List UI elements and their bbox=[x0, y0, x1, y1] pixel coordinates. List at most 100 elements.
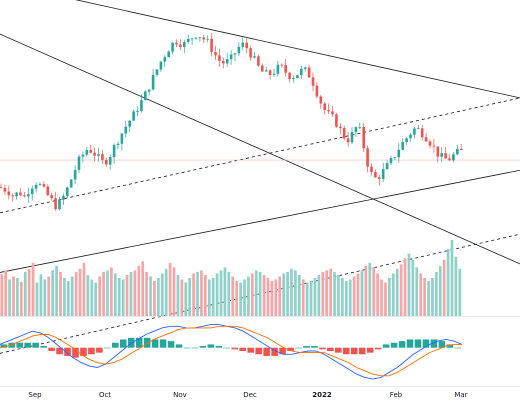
macd-line bbox=[0, 324, 463, 380]
volume-bar bbox=[341, 278, 344, 316]
macd-histogram-bar bbox=[390, 342, 398, 348]
candle-body bbox=[319, 96, 323, 104]
candle-body bbox=[253, 56, 256, 58]
macd-histogram-bar bbox=[40, 346, 47, 348]
volume-bar bbox=[352, 276, 356, 316]
volume-bar bbox=[102, 271, 105, 316]
candle-body bbox=[284, 65, 287, 73]
macd-histogram-bar bbox=[279, 347, 286, 355]
candle-body bbox=[120, 133, 124, 144]
macd-histogram-bar bbox=[64, 347, 71, 356]
candle-body bbox=[292, 78, 295, 80]
candle-body bbox=[323, 103, 326, 110]
macd-histogram-bar bbox=[350, 347, 358, 355]
trend-line bbox=[0, 169, 520, 273]
candle-body bbox=[432, 145, 436, 147]
candle-body bbox=[385, 163, 389, 170]
volume-bar bbox=[180, 279, 184, 316]
candle-body bbox=[66, 187, 69, 196]
candle-body bbox=[101, 154, 104, 160]
volume-bar bbox=[137, 265, 141, 316]
macd-histogram-bar bbox=[80, 347, 87, 356]
trend-line bbox=[0, 97, 520, 214]
candle-body bbox=[311, 77, 315, 86]
volume-bar bbox=[301, 279, 305, 316]
candle-body bbox=[50, 195, 53, 199]
macd-histogram-bar bbox=[104, 347, 111, 349]
volume-bar bbox=[106, 270, 109, 316]
volume-bar bbox=[43, 279, 47, 316]
volume-bar bbox=[254, 270, 258, 316]
macd-histogram-bar bbox=[303, 346, 310, 348]
volume-bar bbox=[247, 276, 250, 316]
candle-body bbox=[366, 148, 369, 167]
macd-histogram-bar bbox=[398, 341, 406, 348]
volume-bar bbox=[27, 268, 31, 316]
macd-histogram-bar bbox=[0, 344, 8, 348]
candle-body bbox=[448, 158, 451, 161]
volume-pane bbox=[0, 240, 520, 317]
volume-bar bbox=[348, 279, 352, 316]
volume-bar bbox=[266, 278, 270, 316]
volume-bar bbox=[403, 258, 407, 316]
candle-body bbox=[116, 143, 120, 146]
macd-histogram-bar bbox=[215, 346, 223, 348]
volume-bar bbox=[333, 271, 336, 316]
candle-body bbox=[3, 187, 7, 192]
volume-bar bbox=[16, 278, 19, 316]
macd-histogram-bar bbox=[414, 339, 422, 348]
candle-body bbox=[34, 184, 38, 189]
volume-bar bbox=[423, 278, 426, 316]
volume-bar bbox=[90, 279, 94, 316]
volume-bar bbox=[215, 273, 219, 316]
macd-histogram-bar bbox=[72, 347, 79, 358]
macd-histogram-bar bbox=[159, 339, 167, 348]
candle-body bbox=[249, 48, 252, 58]
volume-bar bbox=[0, 274, 4, 316]
candle-body bbox=[62, 195, 65, 200]
macd-histogram-bar bbox=[247, 347, 254, 353]
candle-body bbox=[354, 127, 358, 133]
macd-histogram-bar bbox=[223, 347, 231, 349]
candle-body bbox=[54, 198, 57, 210]
candle-body bbox=[183, 41, 186, 47]
candle-body bbox=[73, 169, 77, 180]
volume-bar bbox=[164, 268, 168, 316]
candle-body bbox=[42, 184, 46, 187]
trend-line bbox=[0, 33, 520, 265]
macd-histogram-bar bbox=[263, 347, 270, 356]
candle-body bbox=[358, 127, 362, 128]
volume-bar bbox=[12, 276, 15, 316]
macd-histogram-bar bbox=[191, 347, 199, 349]
volume-bar bbox=[376, 273, 379, 316]
volume-bar bbox=[388, 278, 391, 316]
candle-body bbox=[159, 61, 163, 70]
volume-bar bbox=[282, 273, 286, 316]
candle-body bbox=[424, 137, 428, 142]
volume-bar bbox=[294, 270, 297, 316]
macd-histogram-bar bbox=[48, 347, 55, 351]
candle-body bbox=[171, 42, 174, 52]
candle-body bbox=[112, 145, 116, 158]
candle-body bbox=[280, 64, 284, 66]
volume-bar bbox=[391, 273, 395, 316]
candle-body bbox=[46, 186, 50, 196]
candle-body bbox=[128, 120, 131, 127]
candle-body bbox=[245, 42, 248, 49]
volume-bar bbox=[438, 265, 442, 316]
candle-body bbox=[362, 127, 365, 149]
volume-bar bbox=[117, 278, 121, 316]
candle-body bbox=[206, 38, 209, 40]
macd-histogram-bar bbox=[343, 347, 350, 355]
volume-bar bbox=[243, 279, 246, 316]
volume-bar bbox=[31, 262, 35, 316]
candle-body bbox=[374, 172, 377, 178]
candle-body bbox=[440, 153, 443, 157]
volume-bar bbox=[258, 271, 262, 316]
candle-body bbox=[202, 37, 206, 40]
volume-bar bbox=[4, 270, 8, 316]
volume-bar bbox=[262, 274, 266, 316]
candle-body bbox=[136, 111, 139, 112]
volume-bar bbox=[70, 276, 74, 316]
candle-body bbox=[288, 72, 291, 80]
